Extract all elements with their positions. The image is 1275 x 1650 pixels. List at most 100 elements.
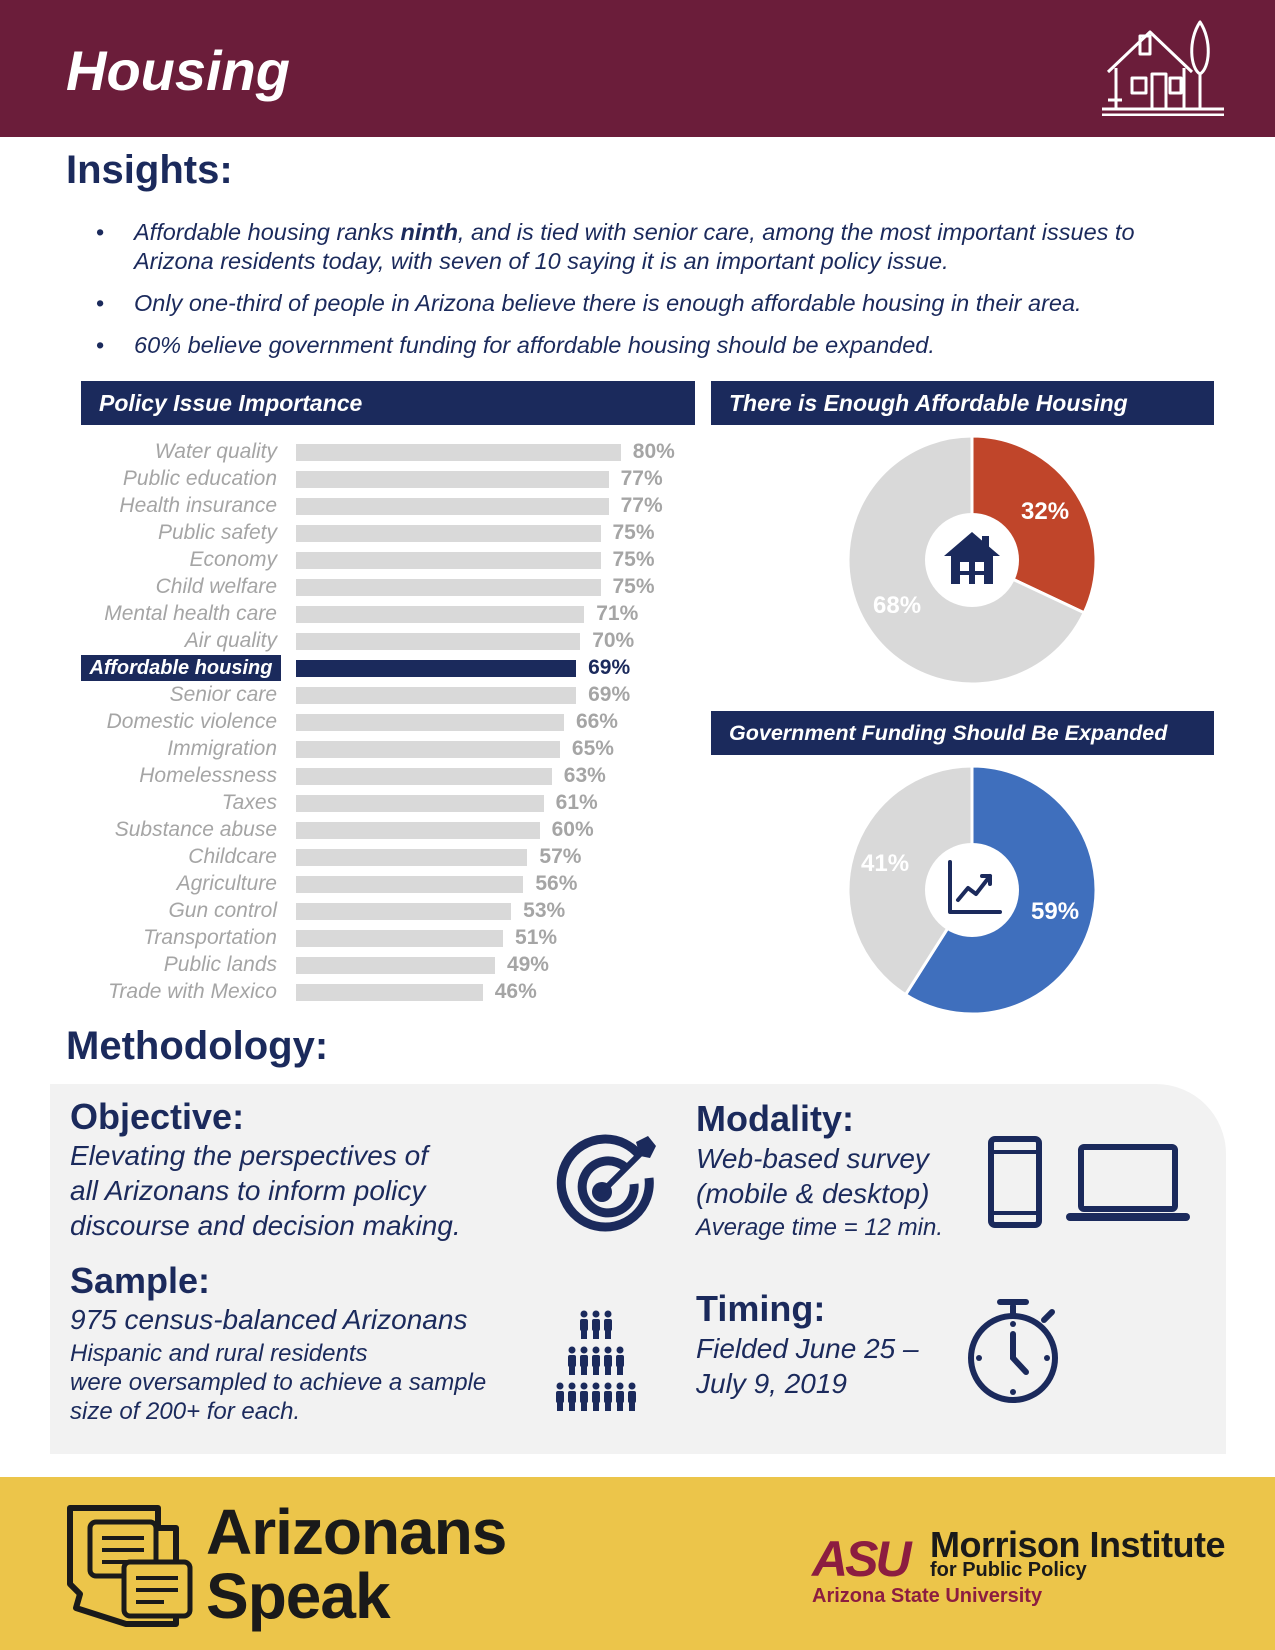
bar xyxy=(296,579,601,596)
bar-value-label: 53% xyxy=(523,899,566,922)
bar-label: Taxes xyxy=(221,791,277,814)
bar-value-label: 75% xyxy=(612,521,655,544)
funding-donut xyxy=(846,764,1098,1016)
mobile-phone-icon xyxy=(988,1136,1042,1228)
funding-title: Government Funding Should Be Expanded xyxy=(711,711,1214,755)
bar-value-label: 61% xyxy=(555,791,598,814)
line-chart-icon xyxy=(948,860,1002,914)
person-icon xyxy=(616,1346,624,1375)
bar xyxy=(296,525,601,542)
institute-name: Morrison Institute xyxy=(930,1524,1226,1565)
bar-label: Public lands xyxy=(163,953,277,976)
bar-value-label: 69% xyxy=(588,656,631,679)
objective-line: all Arizonans to inform policy xyxy=(70,1175,426,1206)
sample-line: 975 census-balanced Arizonans xyxy=(70,1304,468,1335)
timing-title: Timing: xyxy=(696,1288,826,1329)
person-icon xyxy=(556,1382,564,1411)
person-icon xyxy=(592,1382,600,1411)
bar-value-label: 77% xyxy=(620,467,663,490)
person-icon xyxy=(616,1382,624,1411)
pie-slice-label: 59% xyxy=(1031,898,1080,925)
bar-label: Mental health care xyxy=(104,602,277,625)
bar xyxy=(296,633,581,650)
insight-item: • Only one-third of people in Arizona bel… xyxy=(96,290,1082,316)
bar-value-label: 71% xyxy=(596,602,639,625)
header-bar: Housing xyxy=(0,0,1275,137)
pie-slice xyxy=(846,764,974,997)
laptop-icon xyxy=(1066,1144,1190,1221)
pie-slice-label: 32% xyxy=(1021,498,1070,525)
pie-slice-label: 68% xyxy=(873,592,922,619)
bar-value-label: 75% xyxy=(612,575,655,598)
bar-value-label: 57% xyxy=(539,845,582,868)
bar-label: Immigration xyxy=(167,737,277,760)
bar-label: Child welfare xyxy=(155,575,277,598)
bar-value-label: 80% xyxy=(632,440,675,463)
person-icon xyxy=(592,1310,600,1339)
bar-label: Health insurance xyxy=(119,494,277,517)
arizona-speech-bubbles-icon xyxy=(67,1505,193,1627)
bar xyxy=(296,795,544,812)
bar-label: Agriculture xyxy=(176,872,277,895)
brand-line: Arizonans xyxy=(206,1496,507,1568)
university-name: Arizona State University xyxy=(812,1585,1043,1607)
person-icon xyxy=(580,1346,588,1375)
bar xyxy=(296,687,577,704)
timing-line: July 9, 2019 xyxy=(696,1368,847,1399)
bar xyxy=(296,606,585,623)
person-icon xyxy=(592,1346,600,1375)
bar-value-label: 66% xyxy=(575,710,618,733)
house-icon xyxy=(944,532,1000,584)
bar xyxy=(296,768,552,785)
bar-value-label: 69% xyxy=(588,683,631,706)
person-icon xyxy=(568,1346,576,1375)
timing-line: Fielded June 25 – xyxy=(696,1333,919,1364)
insight-item: • 60% believe government funding for affo… xyxy=(96,332,935,358)
insight-item: • Affordable housing ranks ninth, and is … xyxy=(96,219,1135,274)
pie-slice-label: 41% xyxy=(861,850,910,877)
person-icon xyxy=(580,1382,588,1411)
bar-value-label: 46% xyxy=(494,980,537,1003)
bar-label: Trade with Mexico xyxy=(108,980,277,1003)
bar-label: Economy xyxy=(189,548,277,571)
bar-label: Transportation xyxy=(143,926,277,949)
bar-value-label: 49% xyxy=(506,953,549,976)
target-arrow-icon xyxy=(556,1134,656,1232)
bar xyxy=(296,849,528,866)
insights-list: • Affordable housing ranks ninth, and is … xyxy=(92,218,1202,373)
bar xyxy=(296,984,483,1001)
sample-title: Sample: xyxy=(70,1260,211,1301)
sample-note: size of 200+ for each. xyxy=(70,1398,301,1425)
bar xyxy=(296,552,601,569)
bar-label: Childcare xyxy=(188,845,277,868)
bar-label: Senior care xyxy=(169,683,277,706)
bar-value-label: 56% xyxy=(535,872,578,895)
institute-subtitle: for Public Policy xyxy=(930,1559,1087,1581)
bar xyxy=(296,876,524,893)
bar-label: Homelessness xyxy=(139,764,277,787)
footer-bar xyxy=(0,1477,1275,1650)
policy-chart-title: Policy Issue Importance xyxy=(81,381,695,425)
person-icon xyxy=(580,1310,588,1339)
bar-label: Affordable housing xyxy=(81,655,281,681)
bar xyxy=(296,957,495,974)
person-icon xyxy=(604,1346,612,1375)
bar xyxy=(296,444,621,461)
bar-label: Domestic violence xyxy=(106,710,277,733)
enough-housing-title: There is Enough Affordable Housing xyxy=(711,381,1214,425)
bar xyxy=(296,498,609,515)
brand-line: Speak xyxy=(206,1560,391,1632)
person-icon xyxy=(604,1382,612,1411)
people-group-icon xyxy=(556,1310,636,1411)
bar-label: Gun control xyxy=(168,899,277,922)
objective-line: Elevating the perspectives of xyxy=(70,1140,428,1171)
bar-value-label: 65% xyxy=(571,737,614,760)
bar xyxy=(296,471,609,488)
bar-value-label: 63% xyxy=(563,764,606,787)
bar-value-label: 77% xyxy=(620,494,663,517)
person-icon xyxy=(568,1382,576,1411)
asu-logo: ASU xyxy=(812,1531,912,1587)
modality-line: (mobile & desktop) xyxy=(696,1178,930,1209)
bar-value-label: 75% xyxy=(612,548,655,571)
insights-heading: Insights: xyxy=(66,148,233,192)
